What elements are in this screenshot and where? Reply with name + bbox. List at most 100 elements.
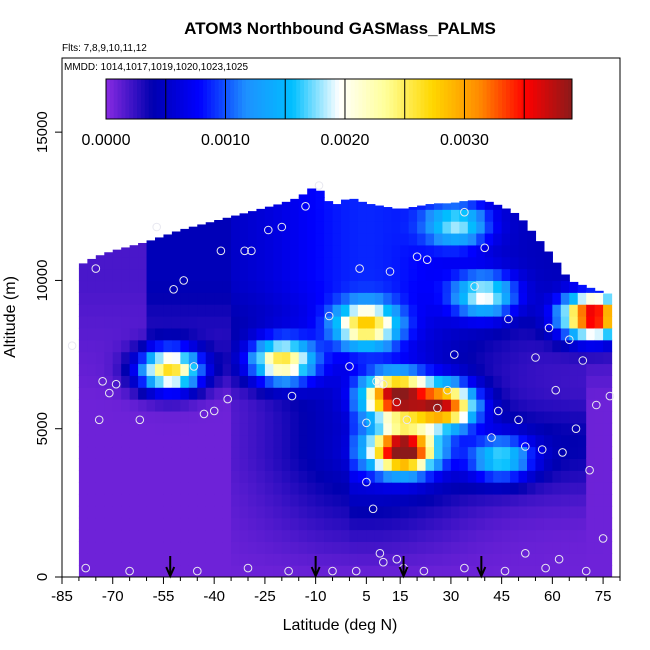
heatmap-cell [281,221,291,234]
heatmap-cell [366,244,376,258]
heatmap-cell [442,375,452,388]
heatmap-cell [264,399,274,412]
heatmap-cell [476,375,486,388]
heatmap-cell [163,363,173,376]
heatmap-cell [324,221,334,234]
heatmap-cell [527,316,537,329]
heatmap-cell [510,422,520,436]
heatmap-cell [383,410,393,424]
y-tick-label: 5000 [34,412,51,445]
colorbar-segment [393,79,398,119]
heatmap-cell [400,280,410,293]
heatmap-cell [78,375,88,388]
heatmap-cell [264,292,274,305]
heatmap-cell [188,541,198,554]
heatmap-cell [163,256,173,270]
heatmap-cell [459,292,469,305]
heatmap-cell [484,327,494,341]
heatmap-cell [315,399,325,412]
colorbar-segment [401,79,406,119]
heatmap-cell [315,493,325,507]
heatmap-cell [493,458,503,471]
heatmap-cell [298,541,308,554]
heatmap-cell [104,553,114,566]
heatmap-cell [594,375,604,388]
heatmap-cell [510,517,520,531]
heatmap-cell [197,387,207,400]
heatmap-cell [256,458,266,471]
heatmap-cell [391,493,401,507]
heatmap-cell [197,339,207,353]
heatmap-cell [366,434,376,448]
heatmap-cell [315,410,325,424]
heatmap-cell [95,446,105,459]
heatmap-cell [357,363,367,376]
heatmap-cell [332,209,342,222]
arrow-head [398,566,409,579]
heatmap-cell [273,316,283,329]
heatmap-cell [518,375,528,388]
heatmap-cell [112,304,122,317]
heatmap-cell [341,529,351,543]
heatmap-cell [146,351,156,365]
heatmap-cell [586,304,596,317]
heatmap-cell [577,470,587,483]
heatmap-cell [324,339,334,353]
heatmap-cell [205,375,215,388]
heatmap-cell [231,434,241,448]
colorbar-segment [370,79,375,119]
heatmap-cell [239,482,249,495]
heatmap-cell [239,316,249,329]
sample-point [243,563,253,573]
heatmap-cell [518,280,528,293]
sample-point [537,445,547,454]
heatmap-cell [349,422,359,436]
heatmap-cell [476,268,486,282]
sample-point [362,418,371,428]
heatmap-cell [374,493,384,507]
sample-point [247,246,256,256]
sample-point [277,222,287,232]
colorbar-segment [502,79,507,119]
heatmap-cell [121,422,131,436]
heatmap-cell [459,493,469,507]
heatmap-cell [425,256,435,270]
heatmap-cell [400,232,410,246]
heatmap-cell [138,375,148,388]
heatmap-cell [535,339,545,353]
heatmap-cell [307,505,317,519]
heatmap-cell [349,565,359,577]
colorbar-segment [525,79,530,119]
heatmap-cell [290,493,300,507]
heatmap-cell [214,387,224,400]
heatmap-cell [349,292,359,305]
heatmap-cell [560,553,570,566]
heatmap-cell [518,565,528,577]
colorbar-frame [105,78,573,120]
heatmap-cell [391,208,401,210]
heatmap-cell [408,375,418,388]
heatmap-cell [231,541,241,554]
heatmap-cell [560,470,570,483]
heatmap-cell [273,529,283,543]
heatmap-cell [214,363,224,376]
colorbar-segment [319,79,324,119]
colorbar-segment [315,79,321,119]
heatmap-cell [129,505,139,519]
heatmap-cell [518,232,528,246]
heatmap-cell [104,351,114,365]
heatmap-cell [171,292,181,305]
heatmap-cell [112,422,122,436]
colorbar-segment [261,79,266,119]
heatmap-cell [366,327,376,341]
heatmap-cell [222,280,232,293]
sample-point [105,388,114,398]
heatmap-cell [391,292,401,305]
heatmap-cell [450,327,460,341]
heatmap-cell [400,327,410,341]
heatmap-cell [577,375,587,388]
colorbar-tick-label: 0.0030 [440,132,489,149]
heatmap-cell [205,482,215,495]
heatmap-cell [594,422,604,436]
heatmap-cell [307,339,317,353]
